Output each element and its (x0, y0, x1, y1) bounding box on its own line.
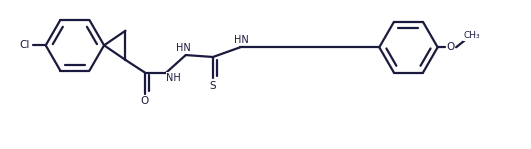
Text: NH: NH (166, 73, 181, 83)
Text: Cl: Cl (20, 40, 30, 50)
Text: HN: HN (176, 43, 191, 53)
Text: CH₃: CH₃ (464, 31, 481, 40)
Text: HN: HN (234, 35, 249, 45)
Text: O: O (447, 42, 455, 52)
Text: O: O (141, 96, 149, 106)
Text: S: S (210, 81, 216, 91)
